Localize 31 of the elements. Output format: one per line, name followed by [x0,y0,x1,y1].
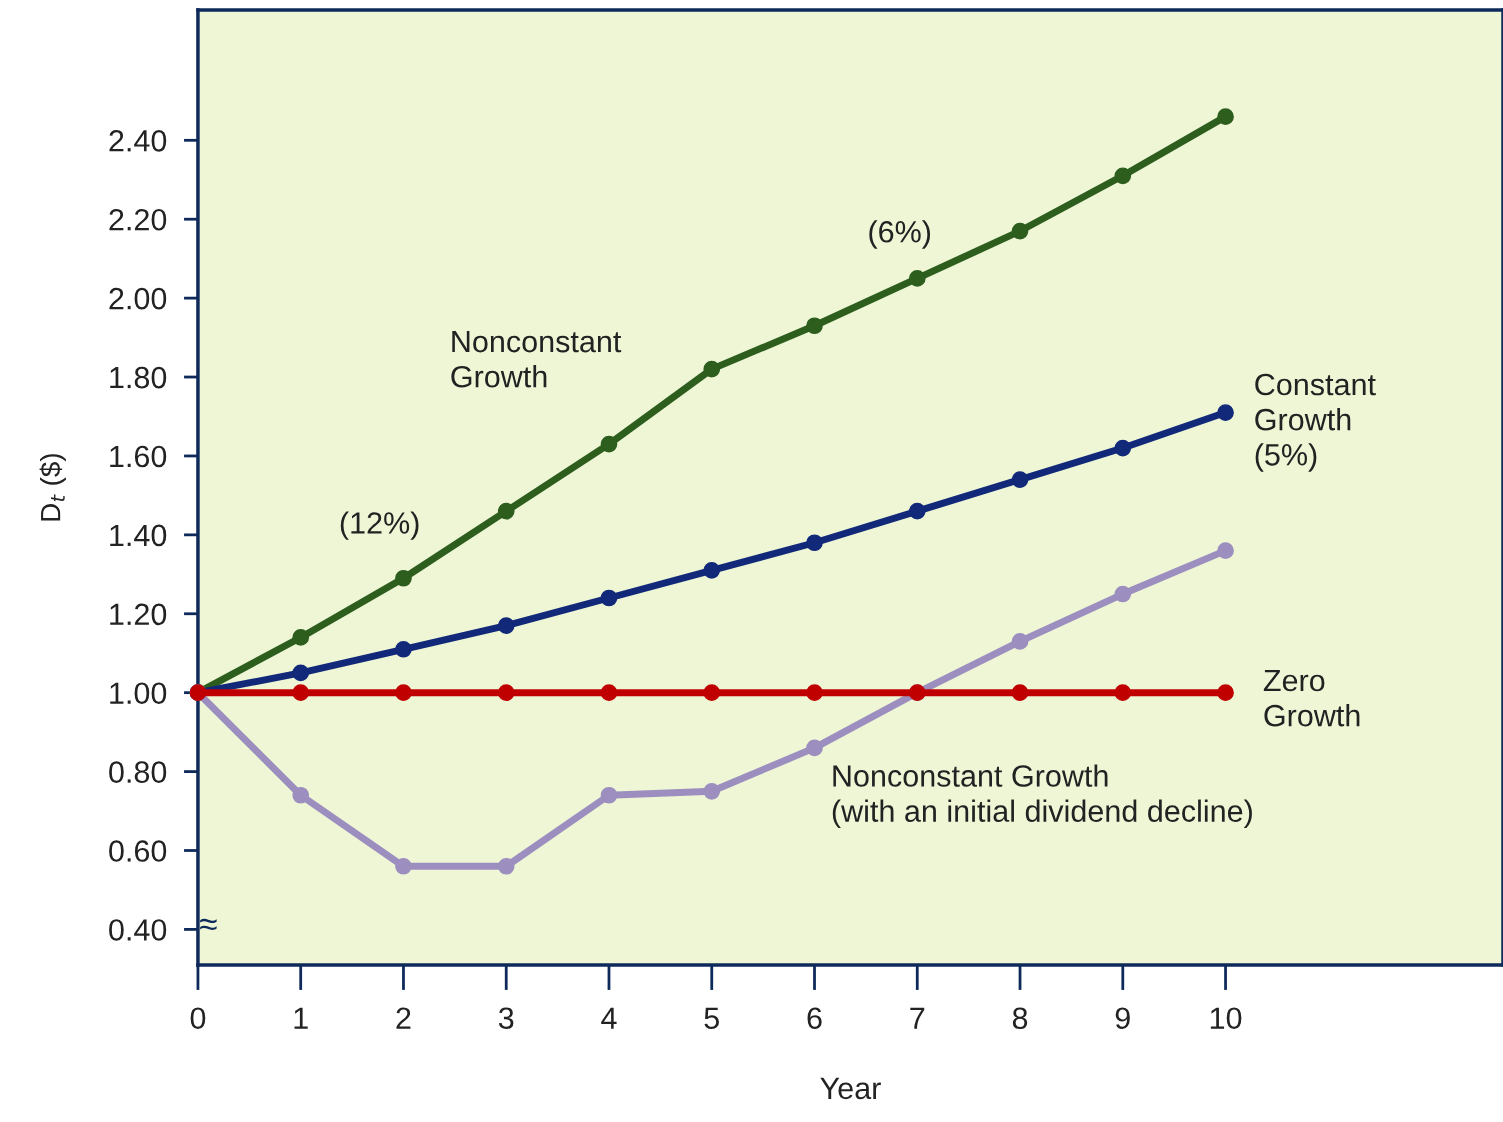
y-tick-label: 1.80 [110,366,167,389]
y-tick-label: 0.80 [109,761,167,783]
annotation: Nonconstant Growth [451,331,622,388]
annotation: (12%) [340,511,419,540]
x-tick-label: 5 [704,1007,719,1030]
x-tick-label: 9 [1115,1007,1130,1030]
x-tick-label: 4 [601,1007,617,1029]
y-tick-label: 1.20 [110,603,167,626]
y-tick-label: 0.60 [109,840,167,862]
x-tick-label: 1 [294,1007,308,1029]
annotation: Zero Growth [1263,670,1360,727]
x-tick-label: 3 [498,1007,514,1030]
x-tick-label: 8 [1012,1007,1028,1030]
y-tick-label: 2.40 [109,130,167,152]
x-tick-label: 7 [910,1007,925,1029]
y-tick-label: 1.00 [110,682,167,705]
y-axis-title: D$_{t}$ ($) [39,454,66,521]
annotation: Nonconstant Growth (with an initial dividend decline) [832,764,1252,828]
y-tick-label: 1.60 [110,445,167,468]
x-tick-label: 2 [396,1007,411,1029]
x-tick-label: 0 [190,1007,206,1030]
x-tick-label: 6 [807,1007,822,1030]
x-axis-title: Year [820,1077,881,1100]
annotation: (6%) [869,220,931,249]
y-tick-label: 2.00 [109,287,167,310]
x-tick-label: 10 [1210,1007,1242,1030]
y-tick-label: 1.40 [110,524,167,547]
y-tick-label: 2.20 [109,208,167,231]
annotation: ≈ [200,918,217,930]
y-tick-label: 0.40 [109,919,167,941]
annotation: Constant Growth (5%) [1255,373,1376,472]
